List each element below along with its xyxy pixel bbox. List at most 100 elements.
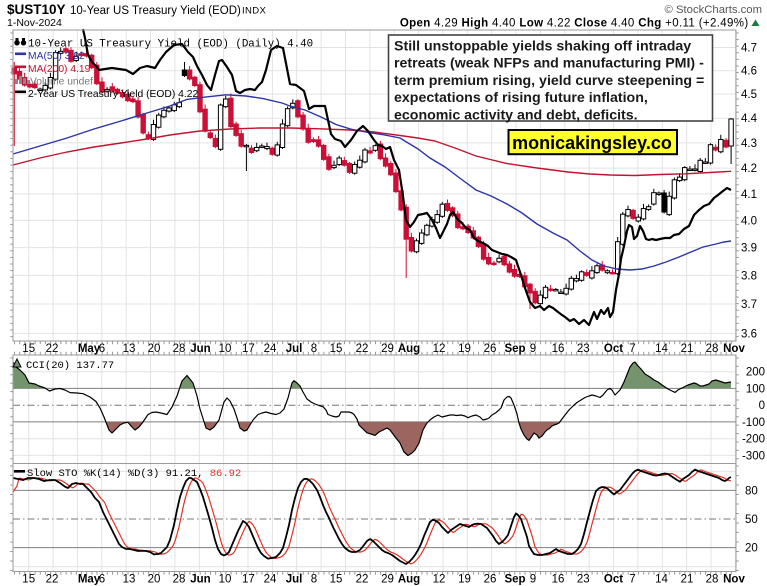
svg-text:28: 28 [706,574,719,586]
svg-text:100: 100 [746,383,765,395]
svg-text:50: 50 [745,514,758,526]
svg-text:15: 15 [22,574,35,586]
svg-text:15: 15 [330,574,343,586]
svg-text:23: 23 [577,574,590,586]
svg-text:24: 24 [264,343,277,355]
svg-text:4.7: 4.7 [741,43,757,55]
svg-text:expectations of rising future: expectations of rising future inflation, [394,90,648,106]
svg-text:12: 12 [433,574,446,586]
svg-text:Volume undef: Volume undef [30,77,93,88]
svg-text:4.1: 4.1 [741,189,757,201]
svg-text:10: 10 [219,343,232,355]
svg-text:7: 7 [629,343,635,355]
svg-text:Jun: Jun [190,574,210,586]
svg-text:16: 16 [552,343,565,355]
svg-text:-200: -200 [742,434,765,446]
svg-text:-300: -300 [742,450,765,462]
svg-text:© StockCharts.com: © StockCharts.com [665,4,762,16]
svg-text:4.4: 4.4 [741,113,758,125]
svg-text:May: May [78,343,101,355]
svg-text:9: 9 [530,574,536,586]
svg-text:1-Nov-2024: 1-Nov-2024 [7,17,62,29]
svg-text:20: 20 [148,343,161,355]
svg-text:10-Year US Treasury Yield (EOD: 10-Year US Treasury Yield (EOD) (Daily) … [28,39,313,51]
svg-text:term premium rising, yield cur: term premium rising, yield curve steepen… [394,73,704,89]
svg-text:-100: -100 [742,417,765,429]
svg-text:15: 15 [330,343,343,355]
svg-text:26: 26 [484,343,497,355]
svg-text:13: 13 [123,574,136,586]
svg-text:6: 6 [99,574,105,586]
svg-text:economic activity and debt, de: economic activity and debt, deficits. [394,107,638,123]
svg-text:24: 24 [264,574,277,586]
svg-text:22: 22 [46,343,59,355]
svg-text:Aug: Aug [398,574,420,586]
svg-text:28: 28 [173,343,186,355]
svg-text:Oct: Oct [604,574,623,586]
svg-text:Sep: Sep [504,343,525,355]
svg-text:4.5: 4.5 [741,89,757,101]
svg-text:80: 80 [745,485,758,497]
svg-text:19: 19 [458,574,471,586]
svg-text:monicakingsley.co: monicakingsley.co [512,133,672,153]
svg-text:29: 29 [381,343,394,355]
svg-text:15: 15 [22,343,35,355]
svg-text:20: 20 [745,543,758,555]
svg-text:3.6: 3.6 [741,328,757,340]
svg-text:9: 9 [530,343,536,355]
svg-text:Jun: Jun [190,343,210,355]
svg-text:Slow STO %K(14) %D(3) 91.21, 8: Slow STO %K(14) %D(3) 91.21, 86.92 [27,468,241,480]
svg-text:8: 8 [311,574,317,586]
svg-text:17: 17 [242,574,255,586]
svg-text:22: 22 [356,574,369,586]
svg-text:Jul: Jul [286,574,303,586]
svg-text:$UST10Y: $UST10Y [7,2,66,17]
svg-text:17: 17 [242,343,255,355]
svg-text:20: 20 [148,574,161,586]
svg-text:14: 14 [655,574,668,586]
svg-text:28: 28 [706,343,719,355]
svg-text:Open 4.29 High 4.40 Low 4.22 C: Open 4.29 High 4.40 Low 4.22 Close 4.40 … [400,18,749,30]
svg-text:0: 0 [759,400,765,412]
svg-text:4.6: 4.6 [741,66,757,78]
svg-text:6: 6 [99,343,105,355]
svg-text:4.0: 4.0 [741,215,757,227]
svg-text:7: 7 [629,574,635,586]
svg-text:Nov: Nov [723,574,745,586]
svg-text:21: 21 [681,574,694,586]
svg-text:29: 29 [381,574,394,586]
svg-text:Nov: Nov [723,343,745,355]
svg-text:CCI(20) 137.77: CCI(20) 137.77 [26,360,114,372]
svg-text:Jul: Jul [286,343,303,355]
svg-text:22: 22 [46,574,59,586]
svg-text:23: 23 [577,343,590,355]
svg-text:4.3: 4.3 [741,138,757,150]
svg-text:INDX: INDX [242,6,267,17]
svg-text:200: 200 [746,367,765,379]
svg-text:14: 14 [655,343,668,355]
svg-text:13: 13 [123,343,136,355]
svg-text:19: 19 [458,343,471,355]
svg-text:8: 8 [311,343,317,355]
svg-text:10-Year US Treasury Yield (EOD: 10-Year US Treasury Yield (EOD) [70,5,241,17]
svg-text:22: 22 [356,343,369,355]
svg-text:May: May [78,574,101,586]
svg-text:3.8: 3.8 [741,270,757,282]
svg-text:28: 28 [173,574,186,586]
svg-text:10: 10 [219,574,232,586]
svg-text:Sep: Sep [504,574,525,586]
svg-text:12: 12 [433,343,446,355]
svg-text:Aug: Aug [398,343,420,355]
svg-text:MA(200) 4.19: MA(200) 4.19 [28,64,91,75]
svg-text:3.7: 3.7 [741,299,757,311]
svg-text:4.2: 4.2 [741,163,757,175]
svg-text:Oct: Oct [604,343,623,355]
svg-text:16: 16 [552,574,565,586]
svg-text:21: 21 [681,343,694,355]
svg-text:26: 26 [484,574,497,586]
svg-text:Still unstoppable yields shaki: Still unstoppable yields shaking off int… [394,39,691,55]
svg-text:retreats (weak NFPs and manufa: retreats (weak NFPs and manufacturing PM… [394,56,704,72]
svg-text:2-Year US Treasury Yield (EOD): 2-Year US Treasury Yield (EOD) 4.22 [28,89,198,100]
svg-text:MA(50) 3.92: MA(50) 3.92 [28,51,85,62]
svg-text:3.9: 3.9 [741,243,757,255]
